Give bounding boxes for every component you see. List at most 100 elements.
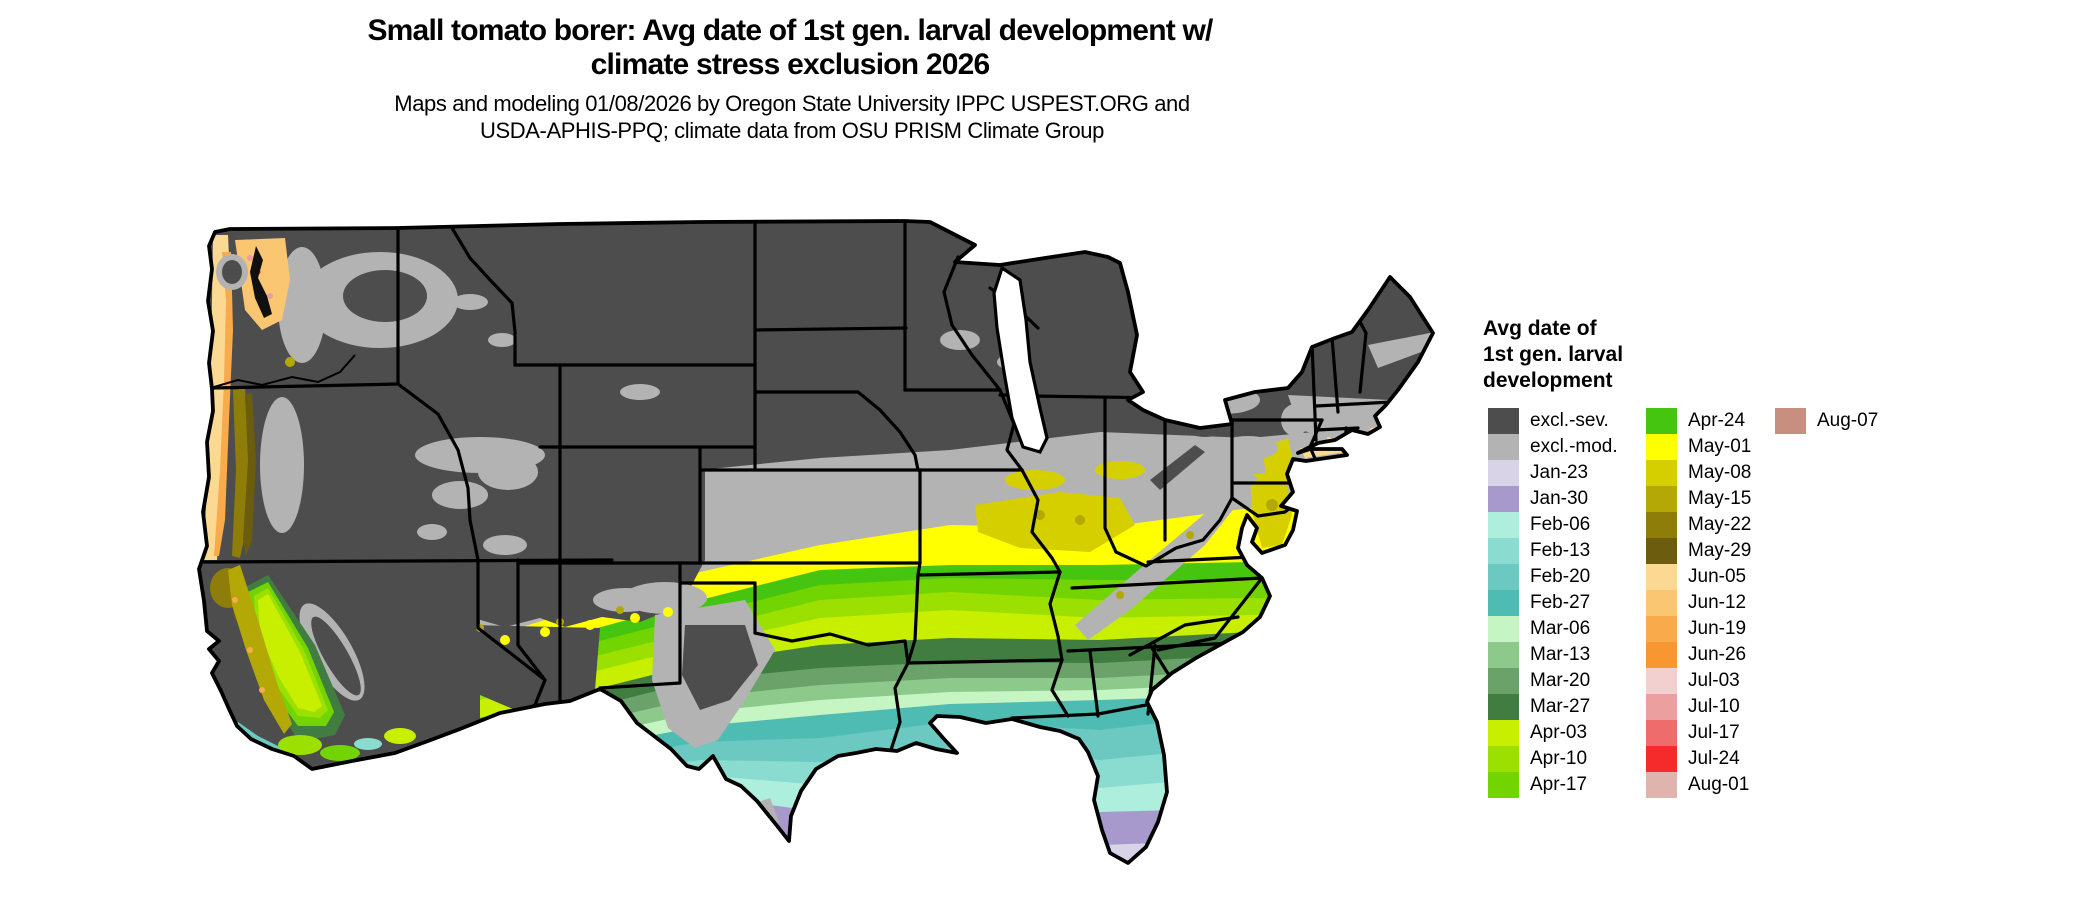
legend-swatch — [1646, 408, 1677, 434]
legend-swatch — [1488, 616, 1519, 642]
map-speck-olive-ky1 — [1035, 510, 1045, 520]
legend-entry: Mar-13 — [1488, 642, 1618, 668]
map-subtitle-line1: Maps and modeling 01/08/2026 by Oregon S… — [394, 91, 1190, 116]
map-speck-sw-yellow2 — [540, 627, 550, 637]
map-speck-appalachia1 — [1116, 591, 1124, 599]
map-band-jan-30 — [480, 795, 1433, 863]
map-patch-montana-valley2 — [488, 333, 516, 347]
legend-entry: Feb-27 — [1488, 590, 1618, 616]
map-patch-wyoming — [620, 384, 660, 400]
legend-swatch — [1488, 460, 1519, 486]
legend-label: May-22 — [1688, 514, 1752, 535]
legend-swatch — [1646, 642, 1677, 668]
legend-entry: excl.-sev. — [1488, 408, 1618, 434]
legend-swatch — [1488, 746, 1519, 772]
legend-entry: Mar-06 — [1488, 616, 1618, 642]
legend-label: excl.-mod. — [1530, 436, 1618, 457]
conus-outline — [197, 219, 1435, 865]
legend-entry: Apr-03 — [1488, 720, 1618, 746]
map-band-feb-13 — [480, 745, 1433, 863]
map-region-pnw-coast-orange — [214, 252, 233, 556]
map-patch-eastern-washington-core — [343, 270, 427, 322]
map-patch-nevada-1 — [432, 481, 488, 509]
legend-label: Apr-24 — [1688, 410, 1746, 431]
legend-label: Jun-12 — [1688, 592, 1747, 613]
map-fill-layers — [199, 221, 1433, 863]
map-patch-maine-coast — [1368, 332, 1433, 368]
legend-label: Jul-24 — [1688, 748, 1740, 769]
map-title-line1: Small tomato borer: Avg date of 1st gen.… — [367, 14, 1213, 47]
legend-swatch — [1646, 616, 1677, 642]
legend-title-line1: Avg date of — [1483, 317, 1597, 340]
legend-swatch — [1488, 486, 1519, 512]
map-speck-ca-coast2 — [247, 647, 253, 653]
legend-swatch — [1646, 694, 1677, 720]
map-speck-sw-yellow3 — [585, 620, 595, 630]
legend-entry: Jul-10 — [1646, 694, 1751, 720]
legend-swatch — [1646, 590, 1677, 616]
columbia-river — [213, 354, 356, 388]
legend-label: Aug-07 — [1817, 410, 1879, 431]
map-patch-pennsylvania — [1218, 436, 1278, 460]
legend-swatch — [1646, 486, 1677, 512]
legend-label: Mar-27 — [1530, 696, 1591, 717]
legend-label: Jul-10 — [1688, 696, 1740, 717]
legend-label: Apr-17 — [1530, 774, 1588, 795]
map-patch-nevada-3 — [417, 524, 447, 540]
legend-entry: Apr-10 — [1488, 746, 1618, 772]
map-subtitle: Maps and modeling 01/08/2026 by Oregon S… — [394, 90, 1190, 144]
legend-swatch — [1646, 746, 1677, 772]
map-patch-transpecos-core — [682, 625, 758, 710]
legend-label: Feb-27 — [1530, 592, 1591, 613]
map-speck-olive-delmarva — [1266, 499, 1278, 511]
map-speck-olive-ky2 — [1075, 515, 1085, 525]
legend-label: Feb-20 — [1530, 566, 1591, 587]
map-patch-wa-cascades — [278, 247, 326, 363]
legend-swatch — [1488, 538, 1519, 564]
map-title-line2: climate stress exclusion 2026 — [590, 48, 991, 81]
legend-entry: Feb-13 — [1488, 538, 1618, 564]
map-speck-sw-yellow1 — [500, 635, 510, 645]
map-region-imperial — [384, 728, 416, 744]
legend-swatch — [1646, 538, 1677, 564]
map-band-feb-20 — [480, 712, 1433, 863]
map-region-socal-teal — [354, 738, 382, 750]
legend-swatch — [1488, 434, 1519, 460]
map-region-ca-coast-range — [228, 565, 292, 734]
legend-label: Jul-17 — [1688, 722, 1740, 743]
legend-label: Jun-05 — [1688, 566, 1747, 587]
map-region-olive-indiana — [1095, 461, 1145, 479]
legend-entry: Apr-24 — [1646, 408, 1751, 434]
legend-label: Jun-19 — [1688, 618, 1747, 639]
map-speck-sw-olive3 — [616, 606, 624, 614]
legend-entry: Aug-01 — [1646, 772, 1751, 798]
map-band-feb-06 — [480, 775, 1433, 863]
legend-entry: Jun-26 — [1646, 642, 1751, 668]
map-title: Small tomato borer: Avg date of 1st gen.… — [367, 14, 1213, 82]
legend-label: May-15 — [1688, 488, 1752, 509]
map-patch-or-cascades — [260, 397, 304, 533]
legend-swatch — [1488, 720, 1519, 746]
legend-label: Jan-30 — [1530, 488, 1589, 509]
legend-title-line2: 1st gen. larval — [1483, 343, 1624, 366]
legend-swatch — [1646, 512, 1677, 538]
legend-entry: Aug-07 — [1775, 408, 1878, 434]
lake-michigan — [992, 265, 1049, 454]
map-band-feb-27 — [480, 695, 1433, 863]
legend-title-line3: development — [1483, 369, 1613, 392]
legend-swatch — [1775, 408, 1806, 434]
legend-entry: May-01 — [1646, 434, 1751, 460]
legend-label: Mar-13 — [1530, 644, 1591, 665]
legend-label: May-01 — [1688, 436, 1752, 457]
legend-label: Jul-03 — [1688, 670, 1740, 691]
legend-label: Jun-26 — [1688, 644, 1747, 665]
us-map — [195, 160, 1475, 892]
map-subtitle-line2: USDA-APHIS-PPQ; climate data from OSU PR… — [480, 118, 1104, 143]
legend-swatch — [1488, 642, 1519, 668]
legend-swatch — [1646, 772, 1677, 798]
map-patch-nevada-2 — [483, 535, 527, 555]
map-band-jan-23 — [480, 830, 1433, 863]
map-speck-sw-yellow5 — [663, 607, 673, 617]
legend-label: May-29 — [1688, 540, 1752, 561]
